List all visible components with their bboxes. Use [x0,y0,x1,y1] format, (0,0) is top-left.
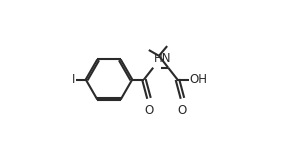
Text: O: O [144,104,154,117]
Text: HN: HN [154,52,172,65]
Text: I: I [72,73,75,86]
Text: O: O [178,104,187,117]
Text: OH: OH [189,73,207,86]
